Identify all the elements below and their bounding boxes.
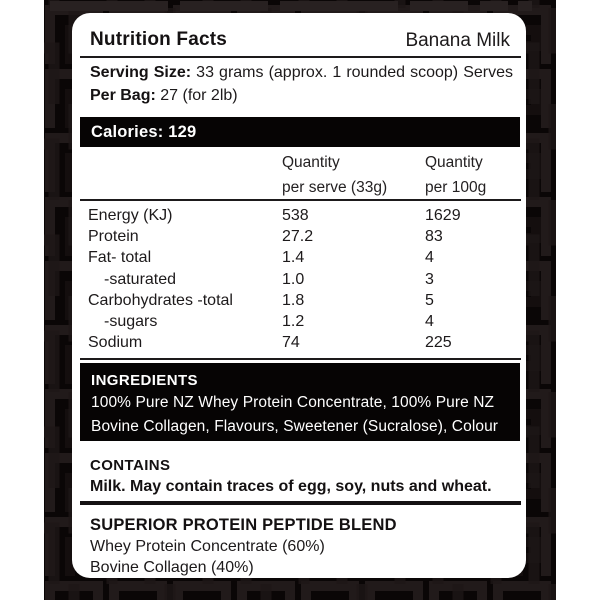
column-header-line: per serve (33g) xyxy=(282,179,388,196)
divider-header xyxy=(80,56,521,58)
value-per-100g: 4 xyxy=(425,312,434,330)
contains-heading: CONTAINS xyxy=(90,457,171,474)
blend-section: SUPERIOR PROTEIN PEPTIDE BLEND Whey Prot… xyxy=(90,515,512,578)
table-row: Fat- total 1.4 4 xyxy=(88,247,518,268)
value-per-serve: 74 xyxy=(282,334,300,352)
value-per-serve: 1.8 xyxy=(282,291,305,309)
divider-table-bottom xyxy=(80,358,521,360)
value-per-100g: 225 xyxy=(425,334,452,352)
column-header-line: Quantity xyxy=(425,154,483,171)
column-header-per-serve: Quantity per serve (33g) xyxy=(282,150,387,200)
divider-blend xyxy=(80,501,521,505)
table-row: -saturated 1.0 3 xyxy=(88,269,518,290)
table-row: Sodium 74 225 xyxy=(88,332,518,353)
table-row: Carbohydrates -total 1.8 5 xyxy=(88,290,518,311)
value-per-serve: 27.2 xyxy=(282,228,314,246)
blend-item: Whey Protein Concentrate (60%) xyxy=(90,538,325,555)
column-header-per-100g: Quantity per 100g xyxy=(425,150,486,200)
nutrient-name: Sodium xyxy=(88,334,143,352)
contains-section: CONTAINS Milk. May contain traces of egg… xyxy=(90,455,512,497)
serving-size-label: Serving Size: xyxy=(90,64,192,81)
serves-per-bag-text: 27 (for 2lb) xyxy=(155,87,238,104)
value-per-100g: 83 xyxy=(425,228,443,246)
blend-heading: SUPERIOR PROTEIN PEPTIDE BLEND xyxy=(90,516,397,534)
divider-table-top xyxy=(80,199,521,201)
table-row: Energy (KJ) 538 1629 xyxy=(88,205,518,226)
nutrient-name: Protein xyxy=(88,228,139,246)
ingredients-panel: INGREDIENTS 100% Pure NZ Whey Protein Co… xyxy=(80,363,520,459)
contains-text: Milk. May contain traces of egg, soy, nu… xyxy=(90,478,492,495)
value-per-serve: 1.2 xyxy=(282,312,305,330)
column-header-line: per 100g xyxy=(425,179,487,196)
value-per-100g: 3 xyxy=(425,270,434,288)
value-per-serve: 1.0 xyxy=(282,270,305,288)
top-text-strip xyxy=(50,1,532,11)
table-row: -sugars 1.2 4 xyxy=(88,311,518,332)
value-per-100g: 4 xyxy=(425,249,434,267)
value-per-100g: 1629 xyxy=(425,207,461,224)
ingredients-heading: INGREDIENTS xyxy=(91,372,198,389)
value-per-serve: 1.4 xyxy=(282,249,305,267)
serving-info: Serving Size: 33 grams (approx. 1 rounde… xyxy=(90,61,513,107)
column-header-line: Quantity xyxy=(282,154,340,171)
serves-per-bag-label: Per Bag: xyxy=(90,87,156,104)
ingredients-text: 100% Pure NZ Whey Protein Concentrate, 1… xyxy=(91,394,499,459)
nutrition-card: Nutrition Facts Banana Milk Serving Size… xyxy=(72,13,526,578)
nutrient-table: Energy (KJ) 538 1629 Protein 27.2 83 Fat… xyxy=(88,205,518,353)
value-per-100g: 5 xyxy=(425,291,434,309)
nutrient-name: Fat- total xyxy=(88,249,152,267)
nutrient-name: -sugars xyxy=(104,312,158,330)
nutrient-name: Carbohydrates -total xyxy=(88,291,233,309)
label-title: Nutrition Facts xyxy=(90,29,228,50)
calories-bar: Calories: 129 xyxy=(80,117,520,147)
flavor-name: Banana Milk xyxy=(405,30,510,51)
blend-item: Bovine Collagen (40%) xyxy=(90,559,254,576)
serving-size-text: 33 grams (approx. 1 rounded scoop) Serve… xyxy=(191,64,513,81)
nutrient-name: Energy (KJ) xyxy=(88,207,173,224)
nutrient-name: -saturated xyxy=(104,270,177,288)
table-row: Protein 27.2 83 xyxy=(88,226,518,247)
value-per-serve: 538 xyxy=(282,207,309,224)
